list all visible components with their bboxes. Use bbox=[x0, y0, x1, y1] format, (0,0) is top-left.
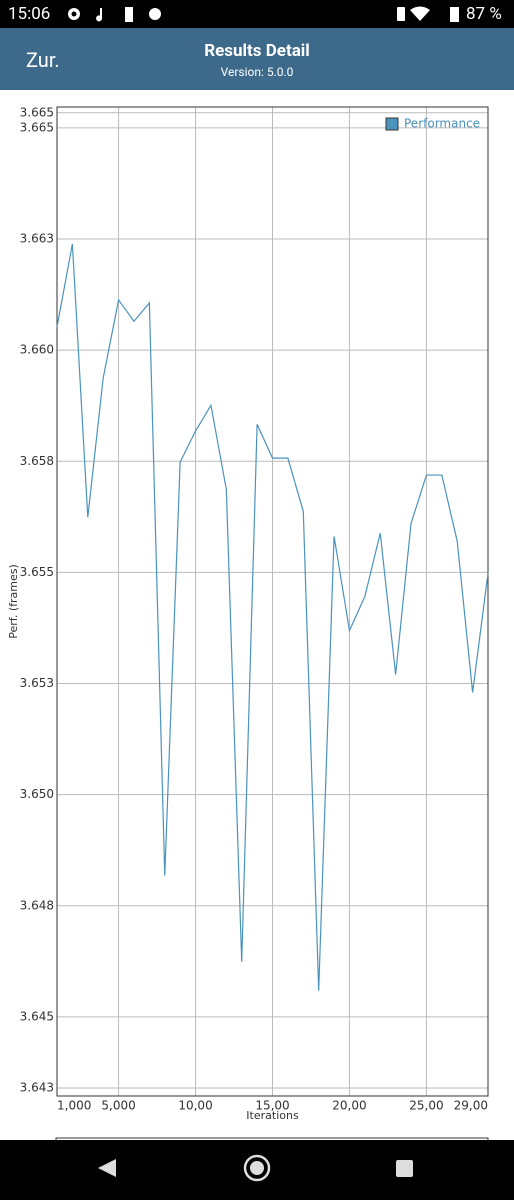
recent-nav[interactable] bbox=[396, 1160, 413, 1177]
app-bar: Zur. Results Detail Version: 5.0.0 bbox=[0, 28, 514, 90]
battery-level: 87 % bbox=[466, 4, 502, 24]
home-nav[interactable] bbox=[243, 1154, 271, 1182]
back-button[interactable]: Zur. bbox=[26, 48, 60, 72]
clock: 15:06 bbox=[8, 4, 51, 24]
next-chart-edge bbox=[55, 1137, 489, 1140]
y-tick-label: 3.643 bbox=[20, 1080, 54, 1094]
y-tick-label: 3.658 bbox=[20, 454, 54, 468]
y-tick-label: 3.645 bbox=[20, 1009, 54, 1023]
plot-border bbox=[56, 106, 489, 1097]
x-tick-label: 5,000 bbox=[101, 1099, 135, 1113]
x-tick-label: 29,00 bbox=[454, 1099, 488, 1113]
x-tick-label: 20,00 bbox=[332, 1099, 366, 1113]
legend-swatch bbox=[385, 117, 399, 131]
subtitle: Version: 5.0.0 bbox=[220, 65, 294, 79]
y-tick-label: 3.655 bbox=[20, 565, 54, 579]
back-nav[interactable] bbox=[98, 1159, 116, 1177]
nav-bar bbox=[0, 1140, 514, 1200]
legend-label: Performance bbox=[404, 117, 480, 131]
y-tick-label: 3.648 bbox=[20, 898, 54, 912]
status-icons-right bbox=[397, 6, 459, 22]
y-tick-label: 3.665 bbox=[20, 105, 54, 119]
y-tick-label: 3.653 bbox=[20, 676, 54, 690]
nav-buttons bbox=[98, 1154, 413, 1182]
series-line bbox=[56, 243, 489, 991]
title: Results Detail bbox=[204, 41, 310, 61]
x-tick-label: 25,00 bbox=[409, 1099, 443, 1113]
x-tick-label: 1,000 bbox=[57, 1099, 91, 1113]
y-tick-label: 3.665 bbox=[20, 120, 54, 134]
y-tick-label: 3.650 bbox=[20, 787, 54, 801]
x-tick-label: 15,00 bbox=[255, 1099, 289, 1113]
y-tick-label: 3.663 bbox=[20, 232, 54, 246]
x-tick-label: 10,00 bbox=[178, 1099, 212, 1113]
x-axis-label: Iterations bbox=[246, 1109, 299, 1122]
status-icons bbox=[68, 7, 161, 22]
y-tick-label: 3.660 bbox=[20, 343, 54, 357]
y-axis-label: Perf. (frames) bbox=[7, 564, 20, 639]
status-bar: 15:06 87 % bbox=[0, 0, 514, 28]
